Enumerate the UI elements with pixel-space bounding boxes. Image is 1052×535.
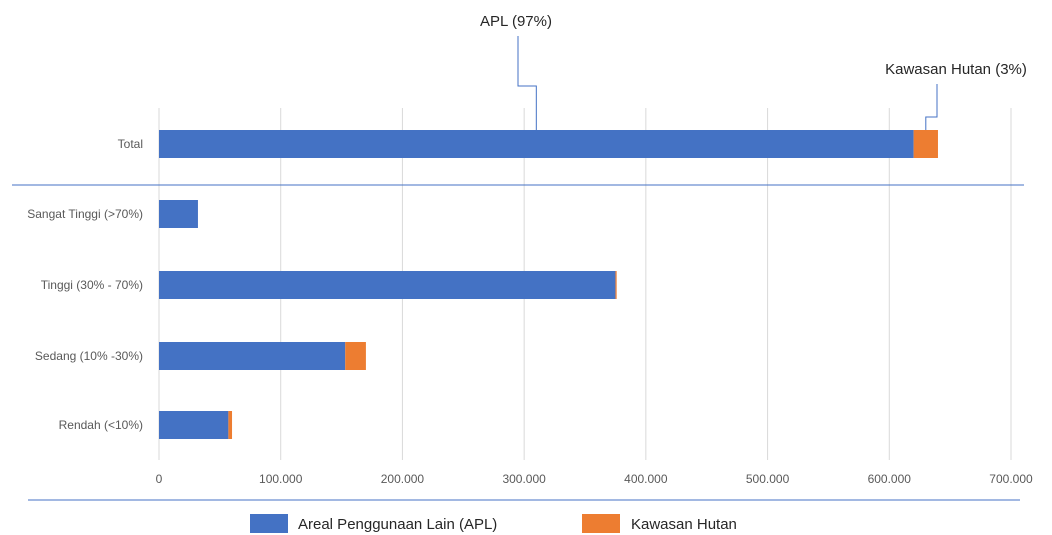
- x-tick-label-7: 700.000: [989, 472, 1033, 486]
- callout-apl: APL (97%): [480, 13, 552, 30]
- x-tick-label-2: 200.000: [381, 472, 425, 486]
- category-label-4: Rendah (<10%): [59, 418, 143, 432]
- callout-kawasan-hutan: Kawasan Hutan (3%): [885, 61, 1027, 78]
- category-label-2: Tinggi (30% - 70%): [41, 278, 143, 292]
- legend-swatch-apl: [250, 514, 288, 533]
- callout-line-apl: [517, 36, 537, 130]
- callout-line-kawasan-hutan: [925, 84, 938, 130]
- x-tick-label-4: 400.000: [624, 472, 668, 486]
- legend-label-kawasan-hutan: Kawasan Hutan: [631, 516, 737, 533]
- bar-series0-cat2: [159, 271, 616, 299]
- bar-series1-cat0: [913, 130, 938, 158]
- bar-series0-cat1: [159, 200, 198, 228]
- bar-series0-cat3: [159, 342, 346, 370]
- x-tick-label-5: 500.000: [746, 472, 790, 486]
- x-tick-label-1: 100.000: [259, 472, 303, 486]
- legend: Areal Penggunaan Lain (APL) Kawasan Huta…: [250, 514, 737, 533]
- bar-series0-cat4: [159, 411, 229, 439]
- callouts: APL (97%) Kawasan Hutan (3%): [480, 13, 1027, 130]
- bar-series1-cat2: [615, 271, 617, 299]
- legend-swatch-kawasan-hutan: [582, 514, 620, 533]
- category-labels: Total Sangat Tinggi (>70%) Tinggi (30% - 7…: [27, 137, 143, 432]
- category-label-0: Total: [118, 137, 143, 151]
- legend-label-apl: Areal Penggunaan Lain (APL): [298, 516, 497, 533]
- bars: [159, 130, 938, 439]
- x-tick-label-0: 0: [156, 472, 163, 486]
- x-tick-label-3: 300.000: [502, 472, 546, 486]
- category-label-3: Sedang (10% -30%): [35, 349, 143, 363]
- bar-series0-cat0: [159, 130, 914, 158]
- bar-series1-cat3: [345, 342, 366, 370]
- category-label-1: Sangat Tinggi (>70%): [27, 207, 143, 221]
- x-axis-tick-labels: 0 100.000 200.000 300.000 400.000 500.000 600.…: [156, 472, 1033, 486]
- bar-series1-cat4: [228, 411, 233, 439]
- x-tick-label-6: 600.000: [868, 472, 912, 486]
